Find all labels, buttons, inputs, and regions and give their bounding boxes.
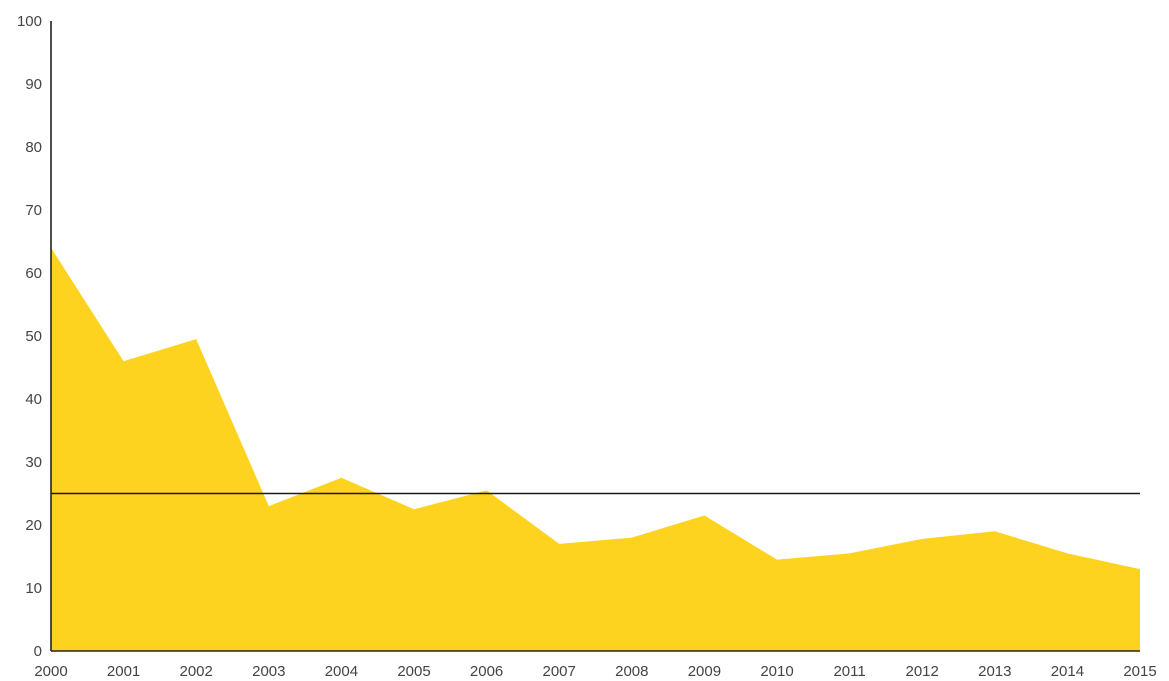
x-tick-label: 2008 [615,663,648,680]
x-tick-label: 2002 [180,663,213,680]
x-tick-label: 2009 [688,663,721,680]
y-tick-label: 70 [25,202,42,219]
x-tick-label: 2004 [325,663,358,680]
x-tick-label: 2005 [397,663,430,680]
y-tick-label: 0 [34,643,42,660]
y-axis-tick-labels: 0 10 20 30 40 50 60 70 80 90 100 [17,13,42,660]
y-tick-label: 10 [25,580,42,597]
x-tick-label: 2010 [760,663,793,680]
x-tick-label: 2006 [470,663,503,680]
y-tick-label: 90 [25,76,42,93]
x-tick-label: 2011 [833,663,865,680]
area-series-0 [51,247,1140,652]
x-tick-label: 2015 [1123,663,1156,680]
area-layer [50,247,1141,652]
y-tick-label: 40 [25,391,42,408]
x-tick-label: 2001 [107,663,140,680]
y-tick-label: 50 [25,328,42,345]
axes [50,21,1140,652]
y-tick-label: 60 [25,265,42,282]
x-tick-label: 2000 [34,663,67,680]
y-tick-label: 80 [25,139,42,156]
x-tick-label: 2003 [252,663,285,680]
x-tick-label: 2007 [543,663,576,680]
x-tick-label: 2014 [1051,663,1084,680]
x-tick-label: 2012 [906,663,939,680]
y-tick-label: 100 [17,13,42,30]
y-tick-label: 20 [25,517,42,534]
x-axis-tick-labels: 2000 2001 2002 2003 2004 2005 2006 2007 2008 2009… [34,663,1156,680]
y-tick-label: 30 [25,454,42,471]
x-tick-label: 2013 [978,663,1011,680]
